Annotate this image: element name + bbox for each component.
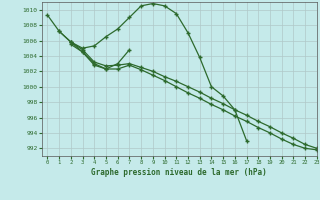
X-axis label: Graphe pression niveau de la mer (hPa): Graphe pression niveau de la mer (hPa): [91, 168, 267, 177]
